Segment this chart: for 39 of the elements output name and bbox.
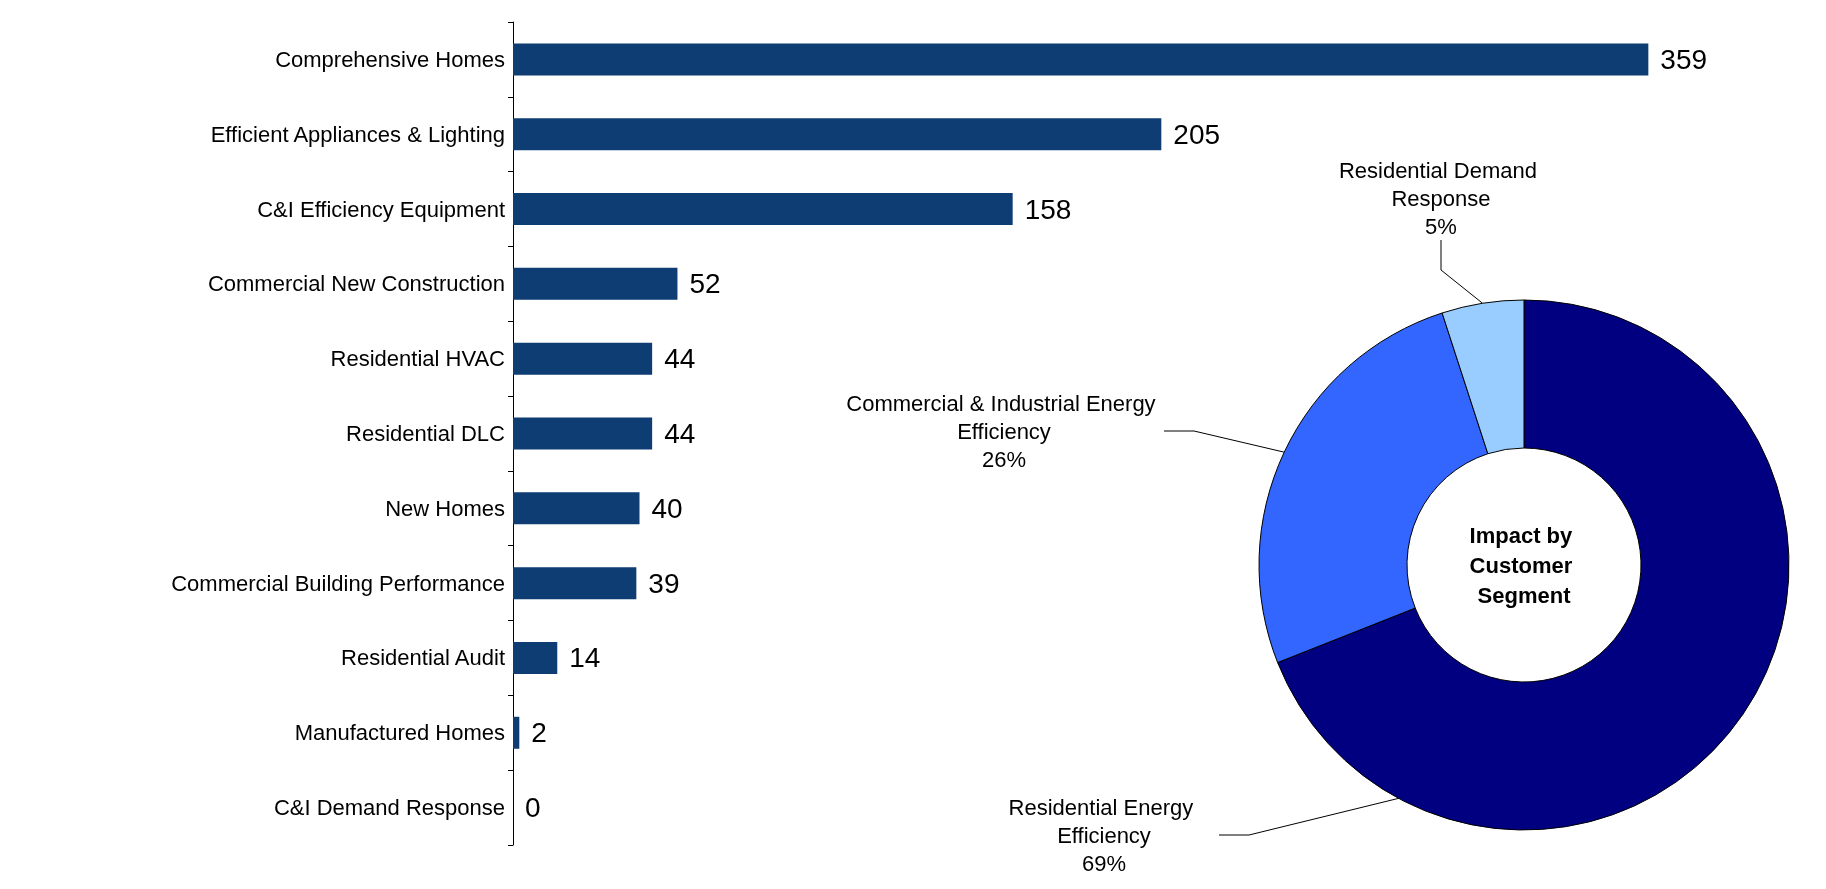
data-label: 2 — [531, 717, 547, 749]
y-tick-label: Comprehensive Homes — [275, 46, 505, 72]
text: Impact by Customer Segment — [1469, 522, 1579, 608]
data-label: 359 — [1660, 43, 1708, 75]
data-label: 69% — [1081, 850, 1127, 876]
data-label: 40 — [651, 492, 683, 524]
bar — [513, 567, 637, 600]
bar — [513, 267, 678, 300]
bar — [513, 342, 653, 375]
bar — [513, 641, 558, 674]
slice-label: Residential Energy Efficiency — [1008, 794, 1200, 848]
data-label: 14 — [569, 642, 601, 674]
y-tick-label: C&I Demand Response — [273, 795, 505, 821]
data-label: 44 — [664, 343, 696, 375]
slice-label: Commercial & Industrial Energy Efficiency — [846, 390, 1162, 444]
data-label: 205 — [1173, 118, 1221, 150]
y-tick-label: Manufactured Homes — [294, 720, 505, 746]
y-tick-label: Commercial New Construction — [207, 271, 505, 297]
data-label: 26% — [981, 446, 1027, 472]
y-tick-label: Residential DLC — [346, 421, 506, 446]
y-tick-label: C&I Efficiency Equipment — [257, 196, 505, 222]
data-label: 158 — [1024, 193, 1072, 225]
y-tick-label: Residential HVAC — [330, 346, 506, 372]
y-tick-label: Residential Audit — [341, 645, 505, 671]
slice-label: Residential Demand Response — [1338, 157, 1544, 211]
y-tick-label: New Homes — [385, 495, 505, 521]
bar — [513, 417, 653, 450]
data-label: 39 — [648, 567, 680, 599]
bar — [513, 193, 1013, 226]
bar — [513, 118, 1162, 151]
data-label: 5% — [1425, 213, 1457, 239]
bar — [513, 492, 640, 525]
y-tick-label: Efficient Appliances & Lighting — [210, 121, 505, 147]
data-label: 44 — [664, 418, 696, 449]
data-label: 52 — [689, 268, 721, 300]
data-label: 0 — [525, 792, 541, 824]
bar — [513, 43, 1649, 76]
bar — [513, 716, 520, 749]
y-tick-label: Commercial Building Performance — [171, 570, 505, 596]
